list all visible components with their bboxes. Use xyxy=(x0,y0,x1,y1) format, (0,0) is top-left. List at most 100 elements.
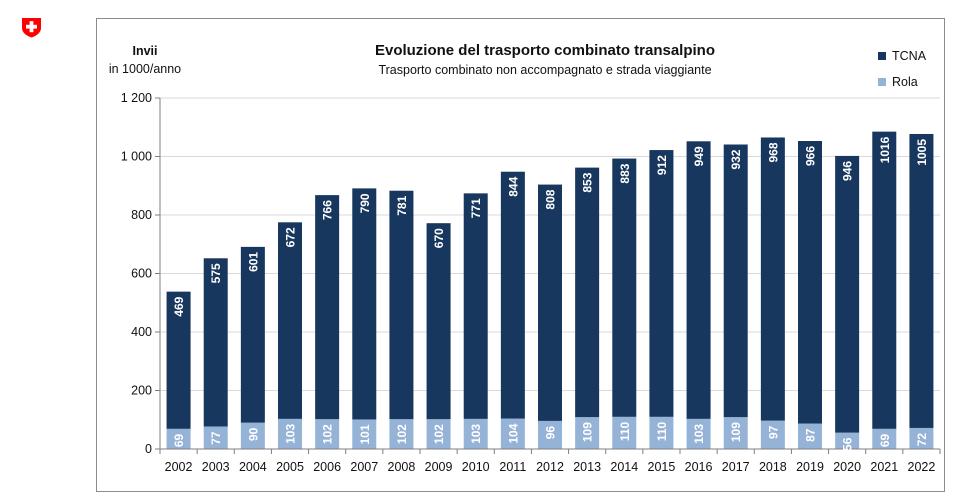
bar-tcna xyxy=(612,158,637,417)
data-label-rola: 102 xyxy=(395,424,409,444)
axes xyxy=(155,97,941,454)
data-label-rola: 77 xyxy=(209,431,223,445)
y-tick-label: 0 xyxy=(145,442,152,456)
bar-tcna xyxy=(315,195,340,420)
y-tick-label: 600 xyxy=(131,267,152,281)
legend: TCNA Rola xyxy=(878,49,927,89)
labels: 0 200 400 600 800 1 000 1 200 69 469 2002 77 575 200… xyxy=(121,91,936,474)
x-tick-label: 2017 xyxy=(722,460,750,474)
bar-tcna xyxy=(760,137,785,421)
data-label-rola: 103 xyxy=(692,424,706,444)
bar-tcna xyxy=(835,155,860,433)
bar-tcna xyxy=(798,140,822,424)
bar-tcna xyxy=(352,188,377,420)
data-label-tcna: 968 xyxy=(766,142,780,162)
data-label-rola: 109 xyxy=(581,422,595,442)
bar-tcna xyxy=(278,222,302,419)
data-label-tcna: 781 xyxy=(395,195,409,215)
x-tick-label: 2016 xyxy=(685,460,713,474)
x-tick-label: 2013 xyxy=(573,460,601,474)
x-tick-label: 2012 xyxy=(536,460,564,474)
data-label-rola: 69 xyxy=(878,434,892,448)
x-tick-label: 2014 xyxy=(610,460,638,474)
bar-rola xyxy=(649,416,674,449)
x-tick-label: 2020 xyxy=(833,460,861,474)
y-tick-label: 1 000 xyxy=(121,150,152,164)
bar-rola xyxy=(538,420,562,449)
data-label-rola: 109 xyxy=(729,422,743,442)
bar-tcna xyxy=(240,246,265,423)
data-label-tcna: 912 xyxy=(655,155,669,175)
data-label-tcna: 575 xyxy=(209,263,223,283)
swiss-cross-icon xyxy=(22,18,41,38)
x-tick-label: 2002 xyxy=(165,460,193,474)
data-label-tcna: 670 xyxy=(432,228,446,248)
x-tick-label: 2019 xyxy=(796,460,824,474)
data-label-tcna: 1016 xyxy=(878,136,892,163)
y-tick-label: 1 200 xyxy=(121,91,152,105)
bar-rola xyxy=(315,419,340,449)
data-label-tcna: 790 xyxy=(358,193,372,213)
chart-subtitle: Trasporto combinato non accompagnato e s… xyxy=(378,63,711,77)
data-label-tcna: 771 xyxy=(469,198,483,218)
bars xyxy=(166,131,934,449)
data-label-rola: 102 xyxy=(432,424,446,444)
bar-rola xyxy=(426,419,451,449)
bar-rola xyxy=(760,420,785,449)
data-label-tcna: 808 xyxy=(544,189,558,209)
legend-swatch-rola xyxy=(878,78,886,86)
data-label-rola: 90 xyxy=(246,427,260,441)
x-tick-label: 2005 xyxy=(276,460,304,474)
bar-tcna xyxy=(426,223,451,420)
bar-rola xyxy=(909,427,934,449)
x-tick-label: 2018 xyxy=(759,460,787,474)
data-label-rola: 102 xyxy=(321,424,335,444)
bar-rola xyxy=(389,419,414,449)
x-tick-label: 2009 xyxy=(425,460,453,474)
legend-swatch-tcna xyxy=(878,52,886,60)
data-label-rola: 110 xyxy=(655,421,669,441)
chart-title: Evoluzione del trasporto combinato trans… xyxy=(375,42,715,59)
x-tick-label: 2004 xyxy=(239,460,267,474)
x-tick-label: 2015 xyxy=(648,460,676,474)
x-tick-label: 2006 xyxy=(313,460,341,474)
bar-rola xyxy=(463,418,488,449)
data-label-rola: 101 xyxy=(358,424,372,444)
bar-rola xyxy=(240,422,265,449)
bar-tcna xyxy=(575,167,600,418)
data-label-rola: 96 xyxy=(544,426,558,440)
data-label-tcna: 966 xyxy=(804,146,818,166)
bar-rola xyxy=(798,423,822,449)
bar-rola xyxy=(500,418,525,449)
data-label-tcna: 883 xyxy=(618,163,632,183)
bar-rola xyxy=(612,416,637,449)
data-label-tcna: 949 xyxy=(692,146,706,166)
data-label-tcna: 946 xyxy=(841,161,855,181)
data-label-tcna: 844 xyxy=(506,176,520,196)
x-tick-label: 2003 xyxy=(202,460,230,474)
bar-tcna xyxy=(538,184,562,421)
bar-rola xyxy=(575,417,600,449)
data-label-rola: 87 xyxy=(804,428,818,442)
data-label-rola: 69 xyxy=(172,434,186,448)
bar-rola xyxy=(166,428,191,449)
bar-rola xyxy=(278,418,302,449)
x-tick-label: 2007 xyxy=(350,460,378,474)
data-label-tcna: 766 xyxy=(321,200,335,220)
x-tick-label: 2022 xyxy=(908,460,936,474)
bar-rola xyxy=(723,417,748,449)
x-tick-label: 2010 xyxy=(462,460,490,474)
data-label-rola: 110 xyxy=(618,421,632,441)
bar-rola xyxy=(835,432,860,449)
data-label-rola: 103 xyxy=(469,424,483,444)
data-label-rola: 72 xyxy=(915,433,929,447)
data-label-rola: 104 xyxy=(506,423,520,443)
bar-tcna xyxy=(723,144,748,418)
bar-rola xyxy=(686,418,711,449)
bar-tcna xyxy=(686,141,711,419)
x-tick-label: 2008 xyxy=(388,460,416,474)
y-axis-unit: in 1000/anno xyxy=(109,62,181,76)
data-label-rola: 103 xyxy=(284,424,298,444)
chart-frame xyxy=(96,18,945,492)
